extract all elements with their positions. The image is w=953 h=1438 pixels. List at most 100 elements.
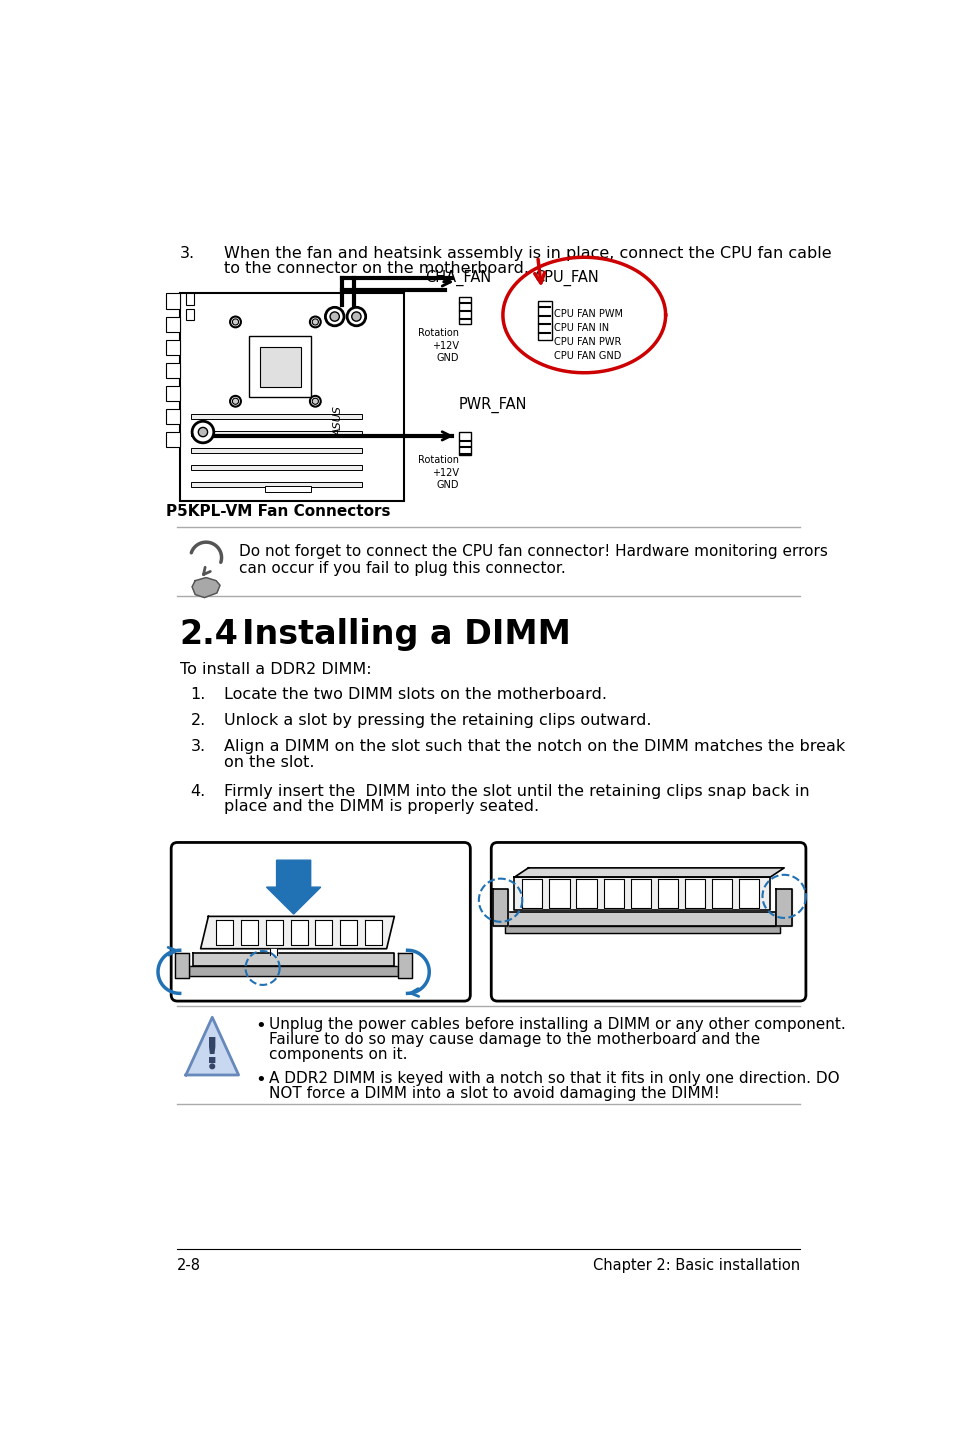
Circle shape	[230, 316, 241, 328]
Bar	[192, 482, 361, 486]
Text: 2.4: 2.4	[179, 617, 238, 650]
Circle shape	[230, 395, 241, 407]
Circle shape	[347, 308, 365, 326]
Circle shape	[198, 427, 208, 437]
Text: P5KPL-VM Fan Connectors: P5KPL-VM Fan Connectors	[166, 503, 390, 519]
Polygon shape	[315, 920, 332, 945]
Text: !: !	[204, 1035, 220, 1070]
Polygon shape	[270, 949, 276, 955]
Polygon shape	[200, 916, 394, 949]
Circle shape	[312, 398, 318, 404]
Text: 4.: 4.	[191, 784, 206, 800]
Text: •: •	[254, 1017, 265, 1035]
Polygon shape	[193, 952, 394, 966]
Bar	[458, 298, 471, 324]
Bar	[166, 293, 179, 309]
Text: ASUS: ASUS	[334, 406, 343, 436]
Circle shape	[310, 395, 320, 407]
Polygon shape	[192, 578, 220, 598]
Bar	[166, 385, 179, 401]
Circle shape	[352, 312, 360, 321]
Polygon shape	[397, 952, 412, 978]
Bar	[192, 464, 361, 470]
Polygon shape	[365, 920, 381, 945]
Bar	[192, 431, 361, 436]
Circle shape	[310, 316, 320, 328]
Polygon shape	[514, 877, 769, 910]
Polygon shape	[630, 880, 650, 907]
Text: NOT force a DIMM into a slot to avoid damaging the DIMM!: NOT force a DIMM into a slot to avoid da…	[269, 1086, 719, 1100]
Polygon shape	[514, 869, 783, 877]
Polygon shape	[216, 920, 233, 945]
Bar	[166, 339, 179, 355]
Text: Failure to do so may cause damage to the motherboard and the: Failure to do so may cause damage to the…	[269, 1032, 760, 1047]
Polygon shape	[291, 920, 307, 945]
Text: Rotation
+12V
GND: Rotation +12V GND	[417, 456, 458, 490]
Bar	[192, 414, 361, 418]
Polygon shape	[174, 952, 189, 978]
Bar	[186, 293, 193, 305]
Polygon shape	[776, 889, 791, 926]
Text: place and the DIMM is properly seated.: place and the DIMM is properly seated.	[224, 800, 538, 814]
Text: Firmly insert the  DIMM into the slot until the retaining clips snap back in: Firmly insert the DIMM into the slot unt…	[224, 784, 809, 800]
Bar	[458, 431, 471, 456]
Bar	[166, 362, 179, 378]
Polygon shape	[521, 880, 542, 907]
Bar	[166, 431, 179, 447]
Polygon shape	[684, 880, 704, 907]
Circle shape	[330, 312, 339, 321]
Polygon shape	[603, 880, 623, 907]
Polygon shape	[493, 889, 508, 926]
Bar	[537, 301, 551, 339]
Polygon shape	[189, 966, 397, 975]
Polygon shape	[340, 920, 356, 945]
Bar	[192, 449, 361, 453]
Text: Unplug the power cables before installing a DIMM or any other component.: Unplug the power cables before installin…	[269, 1017, 844, 1032]
Circle shape	[210, 1064, 214, 1068]
Text: Align a DIMM on the slot such that the notch on the DIMM matches the break: Align a DIMM on the slot such that the n…	[224, 739, 844, 755]
Text: Chapter 2: Basic installation: Chapter 2: Basic installation	[593, 1258, 800, 1273]
FancyBboxPatch shape	[171, 843, 470, 1001]
Text: Rotation
+12V
GND: Rotation +12V GND	[417, 328, 458, 362]
Polygon shape	[505, 926, 779, 933]
Text: 2-8: 2-8	[177, 1258, 201, 1273]
Circle shape	[312, 319, 318, 325]
Polygon shape	[241, 920, 257, 945]
Circle shape	[233, 319, 238, 325]
Polygon shape	[739, 880, 759, 907]
Text: To install a DDR2 DIMM:: To install a DDR2 DIMM:	[179, 661, 371, 676]
Bar	[260, 347, 300, 387]
Text: When the fan and heatsink assembly is in place, connect the CPU fan cable: When the fan and heatsink assembly is in…	[224, 246, 831, 260]
Text: A DDR2 DIMM is keyed with a notch so that it fits in only one direction. DO: A DDR2 DIMM is keyed with a notch so tha…	[269, 1071, 839, 1086]
Circle shape	[192, 421, 213, 443]
Bar	[166, 408, 179, 424]
Text: 3.: 3.	[191, 739, 206, 755]
Polygon shape	[266, 860, 320, 915]
FancyBboxPatch shape	[491, 843, 805, 1001]
Polygon shape	[508, 912, 776, 926]
Polygon shape	[549, 880, 569, 907]
Bar	[265, 486, 311, 492]
Bar	[166, 316, 179, 332]
Text: on the slot.: on the slot.	[224, 755, 314, 769]
Bar	[186, 309, 193, 321]
Polygon shape	[658, 880, 678, 907]
Text: PWR_FAN: PWR_FAN	[458, 397, 527, 413]
Text: 2.: 2.	[191, 713, 206, 728]
Text: can occur if you fail to plug this connector.: can occur if you fail to plug this conne…	[239, 561, 565, 575]
Bar	[179, 293, 404, 502]
Text: 3.: 3.	[179, 246, 194, 260]
Polygon shape	[186, 1017, 238, 1076]
Text: Locate the two DIMM slots on the motherboard.: Locate the two DIMM slots on the motherb…	[224, 687, 606, 702]
Polygon shape	[576, 880, 596, 907]
Text: CHA_FAN: CHA_FAN	[425, 269, 491, 286]
Polygon shape	[711, 880, 732, 907]
Bar	[249, 336, 311, 397]
Text: to the connector on the motherboard.: to the connector on the motherboard.	[224, 262, 528, 276]
Text: Installing a DIMM: Installing a DIMM	[241, 617, 570, 650]
Text: CPU FAN PWM
CPU FAN IN
CPU FAN PWR
CPU FAN GND: CPU FAN PWM CPU FAN IN CPU FAN PWR CPU F…	[554, 309, 622, 361]
Circle shape	[325, 308, 344, 326]
Text: CPU_FAN: CPU_FAN	[534, 269, 598, 286]
Text: •: •	[254, 1071, 265, 1089]
Circle shape	[233, 398, 238, 404]
